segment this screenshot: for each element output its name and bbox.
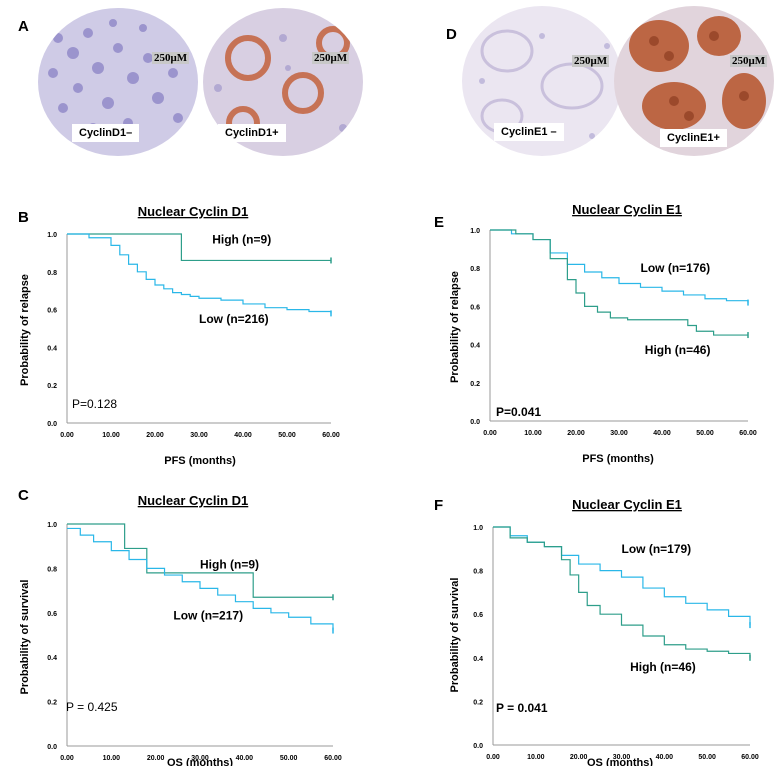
- y-tick-label-b: 0.8: [47, 270, 57, 277]
- y-tick-label-b: 0.0: [47, 421, 57, 428]
- x-tick-label-f: 0.00: [486, 754, 500, 761]
- km-curve-b-1: [67, 233, 332, 314]
- y-tick-label-c: 1.0: [47, 522, 57, 529]
- x-tick-label-c: 30.00: [191, 755, 209, 762]
- x-tick-label-e: 10.00: [524, 430, 542, 437]
- x-tick-label-b: 0.00: [60, 432, 74, 439]
- x-tick-label-f: 50.00: [698, 754, 716, 761]
- y-tick-label-c: 0.8: [47, 566, 57, 573]
- y-axis-label-f: Probability of survival: [449, 578, 461, 693]
- x-tick-label-c: 40.00: [236, 755, 254, 762]
- series-label-f-1: High (n=46): [630, 660, 696, 674]
- chart-title-c: Nuclear Cyclin D1: [138, 493, 249, 508]
- km-curve-b-0: [67, 233, 331, 262]
- panel-letter-d: D: [446, 26, 457, 43]
- x-axis-label-b: PFS (months): [164, 455, 236, 467]
- series-label-b-1: Low (n=216): [199, 312, 269, 326]
- series-label-e-1: High (n=46): [645, 343, 711, 357]
- y-tick-label-e: 0.4: [470, 343, 480, 350]
- x-tick-label-e: 0.00: [483, 430, 497, 437]
- scale-bar-d-right: 250μM: [730, 55, 768, 67]
- x-tick-label-e: 60.00: [739, 430, 757, 437]
- x-tick-label-f: 30.00: [613, 754, 631, 761]
- x-tick-label-f: 60.00: [741, 754, 759, 761]
- chart-title-f: Nuclear Cyclin E1: [572, 497, 682, 512]
- y-tick-label-e: 0.6: [470, 304, 480, 311]
- label-cyclind1-positive: CyclinD1+: [218, 124, 286, 142]
- x-tick-label-c: 60.00: [324, 755, 342, 762]
- x-tick-label-e: 40.00: [653, 430, 671, 437]
- panel-letter-c: C: [18, 487, 29, 504]
- x-axis-label-e: PFS (months): [582, 453, 654, 465]
- series-label-e-0: Low (n=176): [641, 261, 711, 275]
- chart-title-b: Nuclear Cyclin D1: [138, 204, 249, 219]
- x-tick-label-b: 20.00: [146, 432, 164, 439]
- y-tick-label-c: 0.4: [47, 655, 57, 662]
- y-axis-label-e: Probability of relapse: [449, 271, 461, 383]
- p-value-b: P=0.128: [72, 397, 117, 411]
- panel-letter-b: B: [18, 209, 29, 226]
- series-label-b-0: High (n=9): [212, 232, 271, 246]
- y-axis-label-c: Probability of survival: [19, 580, 31, 695]
- panel-letter-f: F: [434, 497, 443, 514]
- y-tick-label-b: 1.0: [47, 232, 57, 239]
- x-tick-label-e: 20.00: [567, 430, 585, 437]
- y-tick-label-b: 0.4: [47, 345, 57, 352]
- x-tick-label-f: 40.00: [656, 754, 674, 761]
- km-curve-c-1: [67, 527, 334, 631]
- y-tick-label-e: 0.0: [470, 419, 480, 426]
- label-cycline1-negative: CyclinE1 –: [494, 123, 564, 141]
- chart-title-e: Nuclear Cyclin E1: [572, 202, 682, 217]
- x-tick-label-c: 10.00: [103, 755, 121, 762]
- scale-bar-a-right: 250μM: [312, 52, 350, 64]
- series-label-f-0: Low (n=179): [622, 542, 692, 556]
- x-tick-label-b: 60.00: [322, 432, 340, 439]
- y-tick-label-c: 0.6: [47, 611, 57, 618]
- y-tick-label-e: 1.0: [470, 228, 480, 235]
- y-axis-label-b: Probability of relapse: [19, 274, 31, 386]
- scale-bar-a-left: 250μM: [152, 52, 190, 64]
- x-tick-label-b: 50.00: [278, 432, 296, 439]
- y-tick-label-f: 0.6: [473, 612, 483, 619]
- x-tick-label-c: 0.00: [60, 755, 74, 762]
- x-axis-label-f: OS (months): [587, 757, 653, 766]
- y-tick-label-b: 0.6: [47, 308, 57, 315]
- y-tick-label-b: 0.2: [47, 383, 57, 390]
- y-tick-label-e: 0.8: [470, 266, 480, 273]
- x-tick-label-f: 10.00: [527, 754, 545, 761]
- panel-letter-e: E: [434, 214, 444, 231]
- series-label-c-0: High (n=9): [200, 557, 259, 571]
- y-tick-label-c: 0.2: [47, 700, 57, 707]
- scale-bar-d-left: 250μM: [572, 55, 610, 67]
- y-tick-label-f: 0.8: [473, 569, 483, 576]
- p-value-c: P = 0.425: [66, 700, 118, 714]
- y-tick-label-f: 0.2: [473, 699, 483, 706]
- x-tick-label-e: 50.00: [696, 430, 714, 437]
- p-value-e: P=0.041: [496, 405, 541, 419]
- y-tick-label-c: 0.0: [47, 744, 57, 751]
- y-tick-label-f: 1.0: [473, 525, 483, 532]
- panel-letter-a: A: [18, 18, 29, 35]
- y-tick-label-f: 0.4: [473, 656, 483, 663]
- x-tick-label-c: 50.00: [280, 755, 298, 762]
- x-tick-label-b: 40.00: [234, 432, 252, 439]
- x-tick-label-b: 10.00: [102, 432, 120, 439]
- x-tick-label-c: 20.00: [147, 755, 165, 762]
- km-curve-e-1: [490, 229, 748, 336]
- x-tick-label-b: 30.00: [190, 432, 208, 439]
- x-tick-label-e: 30.00: [610, 430, 628, 437]
- y-tick-label-e: 0.2: [470, 381, 480, 388]
- label-cyclind1-negative: CyclinD1–: [72, 124, 140, 142]
- km-curve-f-1: [493, 526, 751, 658]
- series-label-c-1: Low (n=217): [173, 608, 243, 622]
- x-tick-label-f: 20.00: [570, 754, 588, 761]
- label-cyclinE1-positive: CyclinE1+: [660, 129, 727, 147]
- x-axis-label-c: OS (months): [167, 757, 233, 766]
- p-value-f: P = 0.041: [496, 701, 548, 715]
- y-tick-label-f: 0.0: [473, 743, 483, 750]
